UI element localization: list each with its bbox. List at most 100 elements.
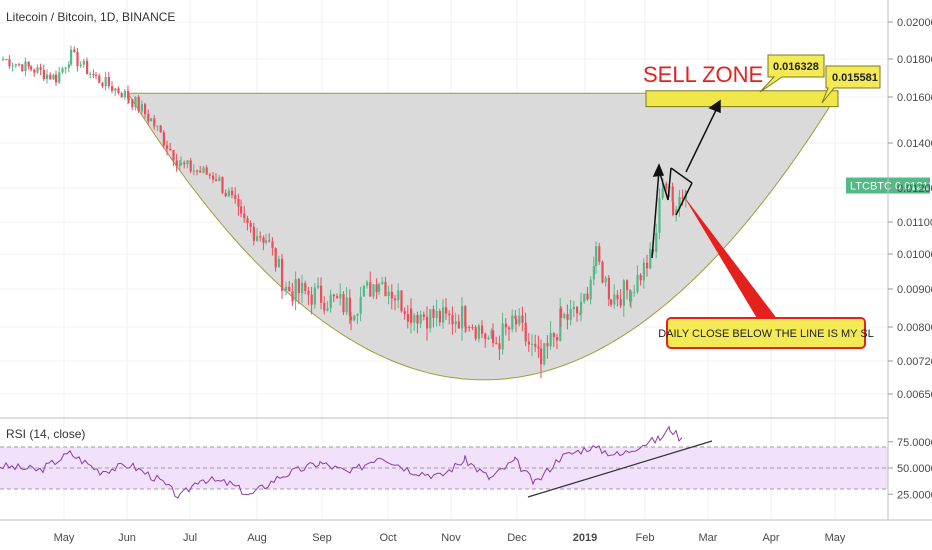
candle-body	[11, 65, 14, 67]
candle-body	[82, 60, 85, 65]
candle-body	[271, 241, 274, 249]
candle-body	[186, 160, 189, 165]
price-tick-label: 0.009000	[897, 284, 932, 296]
candle-body	[454, 321, 457, 325]
time-tick-label: May	[54, 532, 75, 544]
candle-body	[39, 67, 42, 71]
candle-body	[350, 316, 353, 321]
candle-body	[556, 337, 559, 341]
candle-body	[101, 82, 104, 87]
trade-arrows	[651, 99, 721, 259]
candle-body	[498, 343, 501, 350]
price-tick-label: 0.010000	[897, 249, 932, 261]
candle-body	[508, 327, 511, 330]
time-tick-label: Jun	[118, 532, 136, 544]
candle-body	[147, 114, 150, 122]
candle-body	[461, 306, 464, 329]
candle-body	[490, 330, 493, 338]
candle-body	[560, 308, 563, 318]
candle-body	[403, 311, 406, 314]
candlestick-series	[2, 45, 687, 379]
candle-body	[589, 279, 592, 300]
candle-body	[183, 162, 186, 165]
candle-body	[397, 290, 400, 301]
candle-body	[636, 274, 639, 292]
rsi-guides	[0, 446, 888, 490]
candle-body	[202, 167, 205, 173]
candle-body	[175, 160, 178, 167]
candle-body	[117, 88, 120, 94]
price-tick-label: 0.012000	[897, 183, 932, 195]
candle-body	[310, 294, 313, 305]
candle-body	[2, 59, 5, 61]
candle-body	[259, 236, 262, 238]
candle-body	[592, 266, 595, 280]
candle-body	[445, 307, 448, 314]
candle-body	[140, 104, 143, 112]
candle-body	[320, 285, 323, 303]
candle-body	[189, 160, 192, 172]
candle-body	[150, 118, 153, 122]
candle-body	[14, 64, 17, 66]
candle-body	[419, 314, 422, 324]
candle-body	[468, 327, 471, 329]
candle-body	[281, 258, 284, 291]
time-tick-label: Jul	[183, 532, 197, 544]
candle-body	[70, 49, 73, 65]
candle-body	[46, 74, 49, 79]
candle-body	[658, 198, 661, 233]
candle-body	[123, 90, 126, 98]
candle-body	[297, 278, 300, 293]
candle-body	[64, 67, 67, 69]
candle-body	[5, 59, 8, 61]
candle-body	[521, 315, 524, 323]
candle-body	[384, 281, 387, 297]
candle-body	[477, 325, 480, 339]
candle-body	[27, 61, 30, 67]
candle-body	[156, 125, 159, 127]
candle-body	[218, 177, 221, 181]
candle-body	[531, 343, 534, 345]
candle-body	[252, 226, 255, 241]
candle-body	[633, 291, 636, 293]
candle-body	[639, 274, 642, 281]
rsi-tick-label: 50.0000	[897, 463, 932, 475]
rsi-trendline	[527, 440, 713, 498]
candle-body	[549, 333, 552, 347]
candle-body	[672, 202, 675, 215]
candle-body	[224, 192, 227, 197]
candle-body	[583, 293, 586, 302]
candle-body	[661, 188, 664, 199]
rsi-tick-label: 25.0000	[897, 489, 932, 501]
candle-body	[326, 308, 329, 311]
candle-body	[613, 294, 616, 305]
candle-body	[359, 296, 362, 314]
candle-body	[317, 285, 320, 288]
candle-body	[332, 294, 335, 297]
price-tick-label: 0.008000	[897, 322, 932, 334]
candle-body	[277, 258, 280, 268]
candle-body	[630, 291, 633, 302]
candle-body	[131, 99, 134, 108]
candle-body	[387, 291, 390, 297]
candle-body	[262, 237, 265, 243]
candle-body	[178, 165, 181, 167]
candle-body	[580, 301, 583, 314]
candle-body	[61, 68, 64, 73]
candle-body	[649, 248, 652, 269]
candle-body	[422, 314, 425, 317]
candle-body	[172, 150, 175, 161]
chart-title: Litecoin / Bitcoin, 1D, BINANCE	[6, 10, 175, 24]
candle-body	[205, 167, 208, 175]
candle-body	[362, 285, 365, 297]
candle-body	[256, 236, 259, 241]
callout-high: 0.016328	[759, 54, 825, 93]
candle-body	[375, 284, 378, 293]
candle-body	[86, 60, 89, 74]
candle-body	[215, 179, 218, 181]
candle-body	[366, 282, 369, 286]
candle-body	[107, 77, 110, 87]
candle-body	[329, 294, 332, 309]
candle-body	[339, 294, 342, 299]
candle-body	[552, 333, 555, 338]
